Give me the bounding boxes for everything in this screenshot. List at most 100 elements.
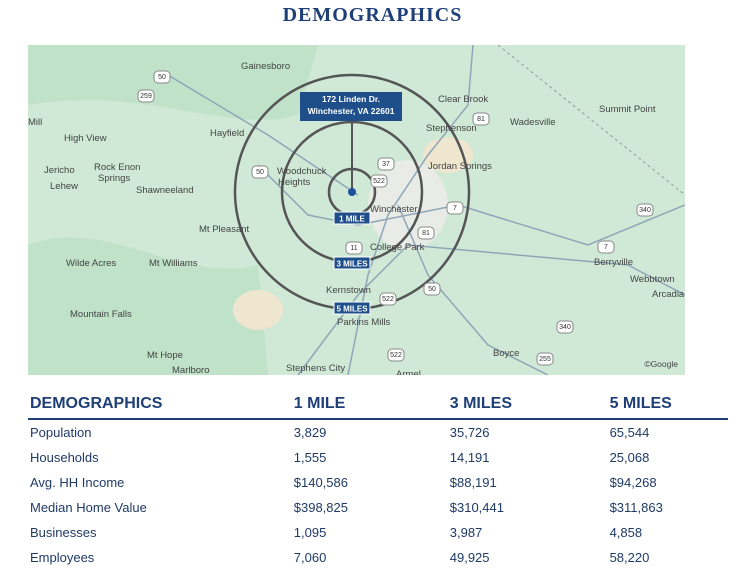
table-value: 3,987: [449, 525, 483, 540]
radius-label: 5 MILES: [336, 305, 368, 314]
table-value: $310,441: [449, 500, 504, 515]
column-header: 5 MILES: [607, 390, 728, 420]
table-value: $94,268: [609, 475, 657, 490]
place-name: Woodchuck: [277, 166, 327, 177]
terrain: [28, 237, 268, 375]
table-value: 14,191: [449, 450, 490, 465]
table-row: Population 3,829 35,726 65,544: [28, 419, 728, 445]
table-value: 3,829: [293, 425, 327, 440]
table-value: 65,544: [609, 425, 650, 440]
place-name: Stephenson: [426, 123, 477, 134]
table-value: 35,726: [449, 425, 490, 440]
road-shield-label: 50: [428, 286, 436, 293]
road-shield: [251, 165, 269, 179]
road-shield: [377, 157, 395, 171]
place-name: Arcadia: [652, 289, 685, 300]
radius-label-box: [333, 301, 371, 315]
radius-label-group: 1 MILE 3 MILES 5 MILES: [333, 211, 371, 315]
urban-area: [233, 290, 283, 330]
place-name: Rock Enon: [94, 162, 140, 173]
place-name: Hayfield: [210, 128, 244, 139]
road-shield-label: 7: [604, 244, 608, 251]
road-shield-label: 255: [539, 356, 551, 363]
table-row: Employees 7,060 49,925 58,220: [28, 545, 728, 570]
page-title: DEMOGRAPHICS: [282, 4, 463, 26]
boundary: [497, 45, 685, 196]
place-name: High View: [64, 133, 107, 144]
place-name: Stephens City: [286, 363, 345, 374]
place-name: Springs: [98, 173, 130, 184]
row-label: Median Home Value: [30, 500, 147, 515]
place-name: Marlboro: [172, 365, 210, 375]
road-shield: [417, 226, 435, 240]
table-value: 4,858: [609, 525, 643, 540]
table-value: 1,095: [293, 525, 327, 540]
radius-label-box: [333, 211, 371, 225]
table-value: $398,825: [293, 500, 348, 515]
place-name: Winchester: [370, 204, 418, 215]
road-shield: [556, 320, 574, 334]
road-shield-label: 522: [390, 352, 402, 359]
place-name: Gainesboro: [241, 61, 290, 72]
road-shield: [423, 282, 441, 296]
place-name: Summit Point: [599, 104, 656, 115]
place-name: Mill: [28, 117, 42, 128]
table-value: 58,220: [609, 550, 650, 565]
shield-group: 50 259 37 522 7 81 11 340 7 50 522 340 255 522 50 81: [137, 70, 654, 366]
row-label: Employees: [30, 550, 95, 565]
place-name: Jordan Springs: [428, 161, 492, 172]
table-value: $311,863: [609, 500, 663, 515]
row-label: Avg. HH Income: [30, 475, 125, 490]
table-value: 1,555: [293, 450, 327, 465]
pin-label-box: [300, 92, 402, 121]
table-value: $88,191: [449, 475, 497, 490]
place-name: Clear Brook: [438, 94, 488, 105]
table-value: 49,925: [449, 550, 490, 565]
road-shield-label: 522: [373, 178, 385, 185]
place-name: Armel: [396, 369, 421, 375]
place-name: Kernstown: [326, 285, 371, 296]
row-label: Households: [30, 450, 99, 465]
road-shield-label: 81: [422, 230, 430, 237]
road-shield: [345, 241, 363, 255]
table-value: 25,068: [609, 450, 650, 465]
road-shield: [153, 70, 171, 84]
table-value: $140,586: [293, 475, 348, 490]
road-shield-label: 7: [453, 205, 457, 212]
table-row: Businesses 1,095 3,987 4,858: [28, 520, 728, 545]
column-header: DEMOGRAPHICS: [28, 390, 292, 420]
road-shield: [597, 240, 615, 254]
road-shield: [137, 89, 155, 103]
road-shield: [387, 348, 405, 362]
road-shield-label: 50: [256, 169, 264, 176]
place-name: Lehew: [50, 181, 78, 192]
table-row: Avg. HH Income $140,586 $88,191 $94,268: [28, 470, 728, 495]
road-shield-label: 81: [477, 116, 485, 123]
table-value: 7,060: [293, 550, 327, 565]
place-name: Heights: [278, 177, 310, 188]
table-row: Households 1,555 14,191 25,068: [28, 445, 728, 470]
radius-label: 1 MILE: [339, 215, 365, 224]
road-shield: [636, 203, 654, 217]
column-header: 1 MILE: [291, 390, 448, 420]
road-shield-label: 259: [140, 93, 152, 100]
row-label: Businesses: [30, 525, 97, 540]
place-name: Mt Williams: [149, 258, 198, 269]
place-name: Mt Hope: [147, 350, 183, 361]
place-name: Mt Pleasant: [199, 224, 250, 235]
road-shield-label: 50: [158, 74, 166, 81]
row-label: Population: [30, 425, 92, 440]
road-shield: [472, 112, 490, 126]
place-name: College Park: [370, 242, 425, 253]
place-name: Wilde Acres: [66, 258, 116, 269]
road-shield-label: 11: [350, 245, 357, 252]
road-shield: [446, 201, 464, 215]
place-name: White Hall: [378, 45, 421, 48]
road-shield: [370, 174, 388, 188]
table-row: Median Home Value $398,825 $310,441 $311,86…: [28, 495, 728, 520]
column-header: 3 MILES: [447, 390, 608, 420]
place-name: Jericho: [44, 165, 75, 176]
pin-label: 172 Linden Dr.: [322, 94, 380, 104]
road-shield-label: 37: [382, 161, 390, 168]
place-name: Berryville: [594, 257, 633, 268]
